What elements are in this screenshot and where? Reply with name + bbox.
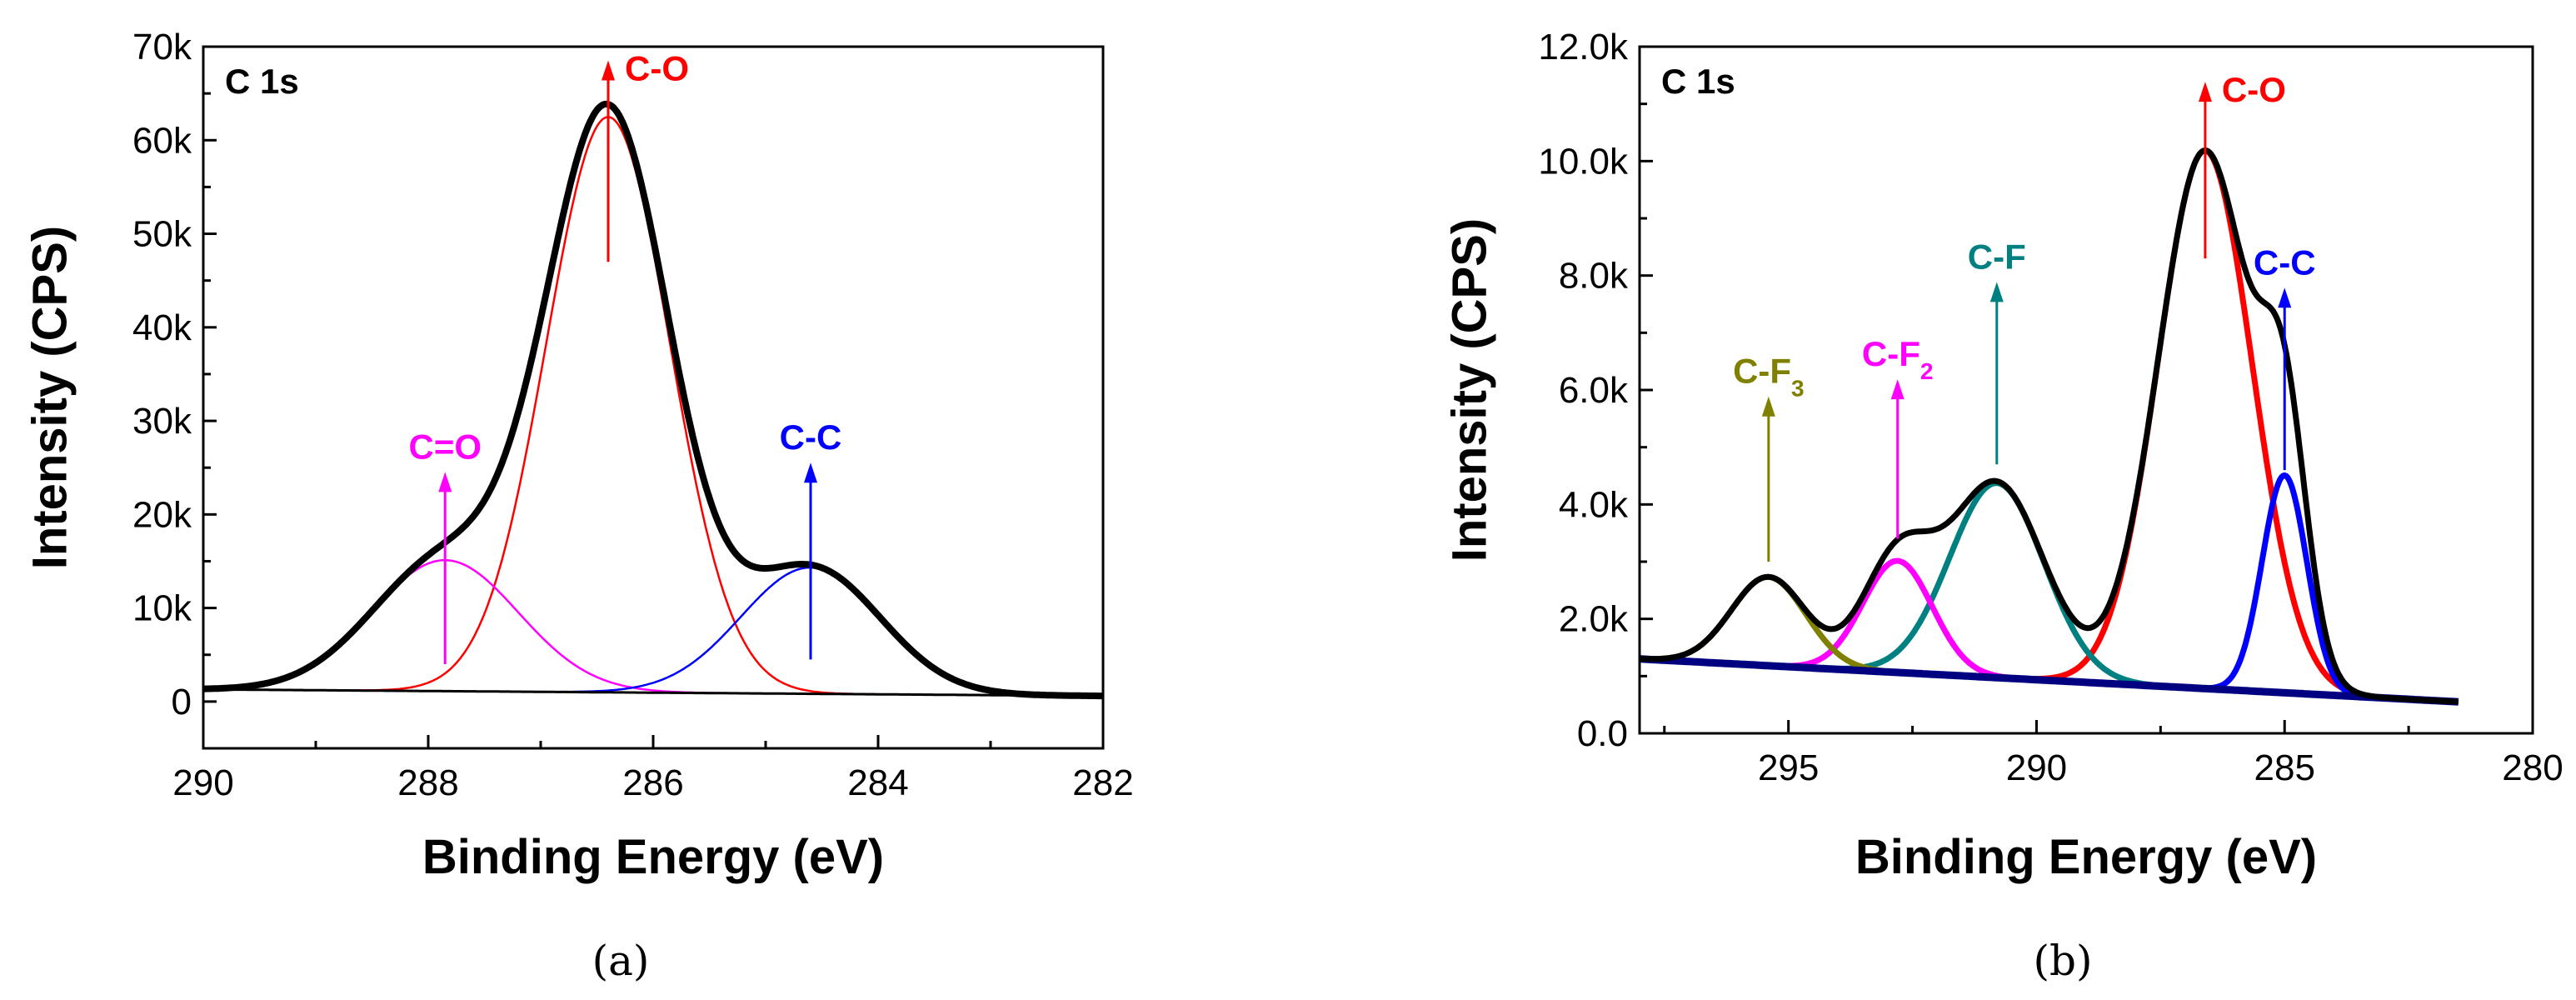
arrowhead-c-f: [1989, 282, 2004, 302]
x-axis-label: Binding Energy (eV): [1855, 830, 2317, 884]
y-tick-label: 60k: [132, 120, 192, 161]
y-tick-label: 70k: [132, 27, 192, 68]
y-tick-label: 20k: [132, 494, 192, 535]
peak-component-c-o: [203, 558, 1103, 698]
x-tick-label: 290: [172, 762, 233, 803]
y-tick-label: 10.0k: [1538, 141, 1629, 182]
x-tick-label: 288: [397, 762, 458, 803]
x-tick-label: 290: [2006, 748, 2067, 788]
y-axis-label: Intensity (CPS): [1442, 218, 1496, 562]
y-tick-label: 4.0k: [1559, 484, 1629, 525]
spectrum-label: C 1s: [225, 62, 299, 101]
x-tick-label: 282: [1072, 762, 1133, 803]
panel-label: (a): [592, 937, 650, 985]
x-tick-label: 284: [847, 762, 908, 803]
envelope-spectrum: [202, 100, 1105, 700]
y-tick-label: 8.0k: [1559, 256, 1629, 297]
arrowhead-c-o: [438, 472, 452, 492]
x-tick-label: 285: [2254, 748, 2315, 788]
label-c-o: C=O: [408, 427, 482, 466]
x-tick-label: 286: [622, 762, 683, 803]
label-c-o: C-O: [2222, 70, 2286, 109]
y-tick-label: 30k: [132, 401, 192, 442]
envelope-spectrum: [1638, 148, 2460, 705]
y-tick-label: 10k: [132, 588, 192, 629]
label-c-o: C-O: [625, 48, 689, 88]
label-c-c: C-C: [780, 418, 842, 457]
label-c-f3: C-F3: [1733, 352, 1805, 402]
peak-component-c-c: [203, 566, 1103, 698]
x-axis-label: Binding Energy (eV): [422, 830, 884, 884]
plot-area-b: C-O C-F C-F2 C-F3 C-C: [1638, 70, 2460, 706]
baseline-line: [1639, 655, 2459, 706]
chart-panel-a: C-O C=O C-C 0 10k 20k 30k 40k 50k 60k 70k 290 288 286…: [22, 27, 1133, 985]
y-tick-label: 0.0: [1577, 713, 1628, 754]
y-axis-label: Intensity (CPS): [22, 226, 77, 570]
spectrum-label: C 1s: [1661, 62, 1735, 101]
y-tick-label: 12.0k: [1538, 27, 1629, 68]
arrowhead-c-c: [804, 462, 817, 483]
arrowhead-c-f3: [1761, 396, 1775, 417]
y-tick-label: 40k: [132, 308, 192, 348]
baseline-line: [203, 688, 1103, 698]
label-c-f2: C-F2: [1862, 334, 1934, 384]
label-c-c: C-C: [2254, 242, 2316, 282]
x-tick-label: 280: [2502, 748, 2563, 788]
y-tick-label: 2.0k: [1559, 599, 1629, 640]
peak-component-c-o: [1638, 148, 2460, 705]
y-tick-label: 0: [172, 682, 192, 722]
arrowhead-c-f2: [1890, 379, 1905, 400]
x-tick-label: 295: [1758, 748, 1819, 788]
panel-label: (b): [2033, 937, 2092, 985]
arrowhead-c-o: [602, 60, 615, 81]
chart-panel-b: C-O C-F C-F2 C-F3 C-C 0.0 2.0k 4.0k 6.0k 8.0k 10.0…: [1442, 27, 2563, 985]
y-tick-label: 50k: [132, 214, 192, 255]
arrowhead-c-o: [2198, 82, 2212, 102]
plot-area-a: C-O C=O C-C: [202, 48, 1105, 700]
peak-component-c-o: [203, 116, 1103, 698]
label-c-f: C-F: [1968, 237, 2026, 276]
y-tick-label: 6.0k: [1559, 370, 1629, 411]
arrowhead-c-c: [2278, 288, 2292, 308]
